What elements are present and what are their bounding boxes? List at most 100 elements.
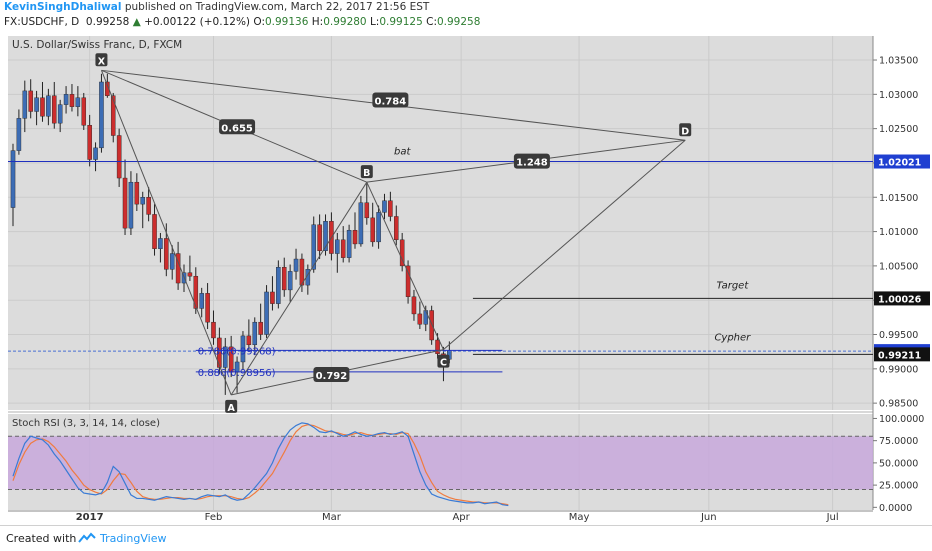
candle-body bbox=[370, 217, 375, 243]
candle-body bbox=[116, 135, 122, 179]
low-value: 0.99125 bbox=[379, 16, 423, 28]
pattern-leg-bc bbox=[366, 181, 444, 350]
up-arrow-icon: ▲ bbox=[132, 16, 141, 28]
y-tick-label: 0.99000 bbox=[879, 364, 918, 375]
candle-body bbox=[193, 275, 199, 309]
x-tick-label: May bbox=[569, 512, 590, 523]
y-tick-label: 0.99500 bbox=[879, 330, 918, 341]
candle-body bbox=[146, 197, 151, 215]
author-name[interactable]: KevinSinghDhaliwal bbox=[4, 1, 122, 13]
y-tick-label: 1.01000 bbox=[879, 227, 918, 238]
pattern-point-label: A bbox=[227, 403, 235, 414]
candle-body bbox=[223, 346, 228, 368]
candle-body bbox=[352, 230, 358, 245]
main-pane bbox=[8, 36, 873, 410]
price-label-bg bbox=[874, 154, 930, 169]
candle-body bbox=[346, 230, 352, 258]
price-label: 1.02021 bbox=[878, 158, 921, 169]
candle-body bbox=[394, 216, 399, 241]
candle-body bbox=[311, 224, 316, 270]
stoch-y-tick-label: 75.0000 bbox=[879, 436, 918, 447]
pattern-leg-xa bbox=[100, 70, 232, 396]
pattern-point-bg bbox=[360, 165, 373, 179]
candle-body bbox=[240, 335, 246, 363]
candle-body bbox=[270, 291, 275, 304]
candle-body bbox=[87, 125, 92, 160]
fib-label: 0.786(0.99268) bbox=[198, 346, 276, 357]
pattern-point-label: C bbox=[440, 358, 447, 369]
pattern-point-label: X bbox=[98, 56, 106, 67]
tradingview-brand[interactable]: TradingView bbox=[100, 532, 167, 545]
pattern-leg-ab bbox=[230, 181, 368, 396]
x-tick-label: Jul bbox=[826, 512, 839, 523]
candle-body bbox=[63, 94, 69, 105]
stoch-title: Stoch RSI (3, 3, 14, 14, close) bbox=[12, 418, 160, 429]
pattern-point-bg bbox=[437, 354, 450, 368]
candle-body bbox=[317, 224, 322, 251]
open-value: 0.99136 bbox=[264, 16, 309, 28]
candle-body bbox=[187, 272, 193, 277]
candle-body bbox=[10, 150, 16, 208]
candle-body bbox=[199, 293, 204, 309]
candle-body bbox=[75, 97, 81, 107]
candle-body bbox=[358, 202, 364, 245]
candle-body bbox=[293, 258, 299, 272]
x-tick-label: 2017 bbox=[76, 512, 104, 523]
candle-body bbox=[122, 177, 128, 229]
footer: Created with TradingView bbox=[0, 525, 932, 551]
high-value: 0.99280 bbox=[323, 16, 367, 28]
candle-body bbox=[276, 267, 281, 304]
candle-body bbox=[211, 321, 216, 339]
publisher-line: KevinSinghDhaliwal published on TradingV… bbox=[4, 1, 429, 13]
chart-canvas[interactable]: 1.035001.030001.025001.020001.015001.010… bbox=[0, 30, 932, 525]
fib-label: 0.886(0.98956) bbox=[198, 368, 276, 379]
stoch-d-line bbox=[12, 424, 509, 506]
candle-body bbox=[57, 104, 63, 124]
chart-annotation: bat bbox=[394, 147, 411, 158]
candle-body bbox=[34, 97, 39, 112]
candle-body bbox=[16, 118, 22, 151]
close-label: C: bbox=[426, 16, 437, 28]
candle-body bbox=[299, 258, 305, 286]
candle-body bbox=[252, 321, 258, 346]
x-tick-label: Jun bbox=[700, 512, 717, 523]
ratio-label-bg bbox=[313, 367, 350, 383]
last-price: 0.99258 bbox=[85, 16, 130, 28]
candle-body bbox=[28, 90, 33, 112]
stoch-k-line bbox=[12, 422, 509, 507]
stoch-y-tick-label: 100.0000 bbox=[879, 414, 924, 425]
candle-body bbox=[93, 147, 98, 160]
candle-body bbox=[287, 271, 293, 291]
candle-body bbox=[140, 197, 145, 205]
candle-body bbox=[388, 200, 393, 217]
candle-body bbox=[69, 94, 75, 107]
candle-body bbox=[335, 239, 340, 254]
candle-body bbox=[423, 310, 429, 325]
x-tick-label: Apr bbox=[452, 512, 470, 523]
candle-body bbox=[169, 253, 175, 270]
candle-body bbox=[158, 238, 163, 249]
candle-body bbox=[110, 95, 116, 136]
candle-body bbox=[340, 239, 346, 258]
pattern-point-bg bbox=[95, 53, 108, 67]
ratio-label-bg bbox=[219, 119, 256, 135]
pattern-leg-cd bbox=[443, 139, 686, 350]
candle-body bbox=[40, 97, 45, 117]
candle-body bbox=[399, 239, 405, 267]
candle-body bbox=[281, 267, 287, 291]
price-label-bg bbox=[874, 291, 930, 306]
candle-body bbox=[46, 95, 51, 117]
y-tick-label: 0.98500 bbox=[879, 399, 918, 410]
stoch-y-tick-label: 25.0000 bbox=[879, 481, 918, 492]
candle-body bbox=[382, 200, 387, 213]
low-label: L: bbox=[369, 16, 380, 28]
ratio-label: 0.784 bbox=[375, 97, 407, 108]
published-text: published on TradingView.com, March 22, … bbox=[124, 1, 430, 13]
y-tick-label: 1.01500 bbox=[879, 193, 918, 204]
candle-body bbox=[81, 97, 87, 126]
ratio-label: 1.248 bbox=[516, 158, 548, 169]
x-tick-label: Feb bbox=[205, 512, 223, 523]
candle-body bbox=[411, 296, 417, 315]
stoch-y-tick-label: 50.0000 bbox=[879, 458, 918, 469]
candle-body bbox=[128, 181, 134, 229]
